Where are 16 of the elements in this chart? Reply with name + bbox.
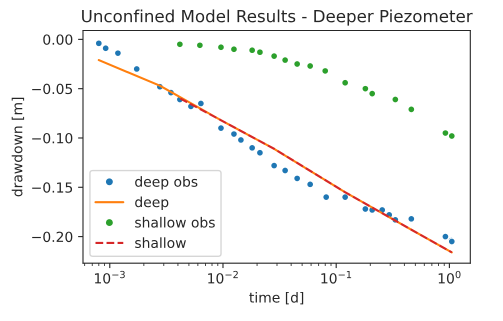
chart-title: Unconfined Model Results - Deeper Piezometer — [82, 10, 473, 26]
y-axis-title: drawdown [m] — [12, 98, 24, 196]
x-tick-label: 10$^{0}$ — [438, 270, 461, 284]
legend-label: deep obs — [135, 176, 198, 190]
y-tick-label: −0.20 — [32, 232, 72, 242]
x-tick-label: 10$^{−3}$ — [94, 270, 125, 284]
y-tick-label: −0.10 — [32, 132, 72, 144]
y-tick-label: −0.05 — [32, 84, 72, 94]
legend-label: deep — [135, 196, 168, 210]
x-tick-label: 10$^{−1}$ — [321, 270, 352, 284]
legend-label: shallow — [135, 237, 186, 248]
legend-label: shallow obs — [135, 216, 215, 228]
y-tick-label: −0.15 — [32, 182, 72, 193]
y-tick-label: 0.00 — [43, 34, 72, 45]
x-axis-title: time [d] — [249, 292, 304, 304]
x-tick-label: 10$^{−2}$ — [208, 270, 238, 284]
